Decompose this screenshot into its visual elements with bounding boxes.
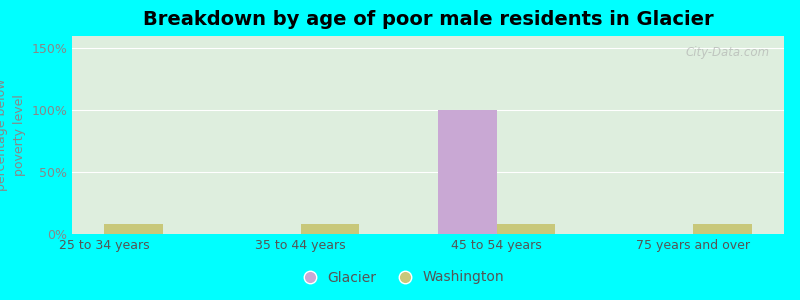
Text: City-Data.com: City-Data.com	[686, 46, 770, 59]
Title: Breakdown by age of poor male residents in Glacier: Breakdown by age of poor male residents …	[142, 10, 714, 29]
Bar	[497, 224, 555, 234]
Bar	[438, 110, 497, 234]
Bar	[301, 224, 359, 234]
Y-axis label: percentage below
poverty level: percentage below poverty level	[0, 79, 26, 191]
Bar	[693, 224, 752, 234]
Bar	[104, 224, 163, 234]
Legend: Glacier, Washington: Glacier, Washington	[290, 265, 510, 290]
